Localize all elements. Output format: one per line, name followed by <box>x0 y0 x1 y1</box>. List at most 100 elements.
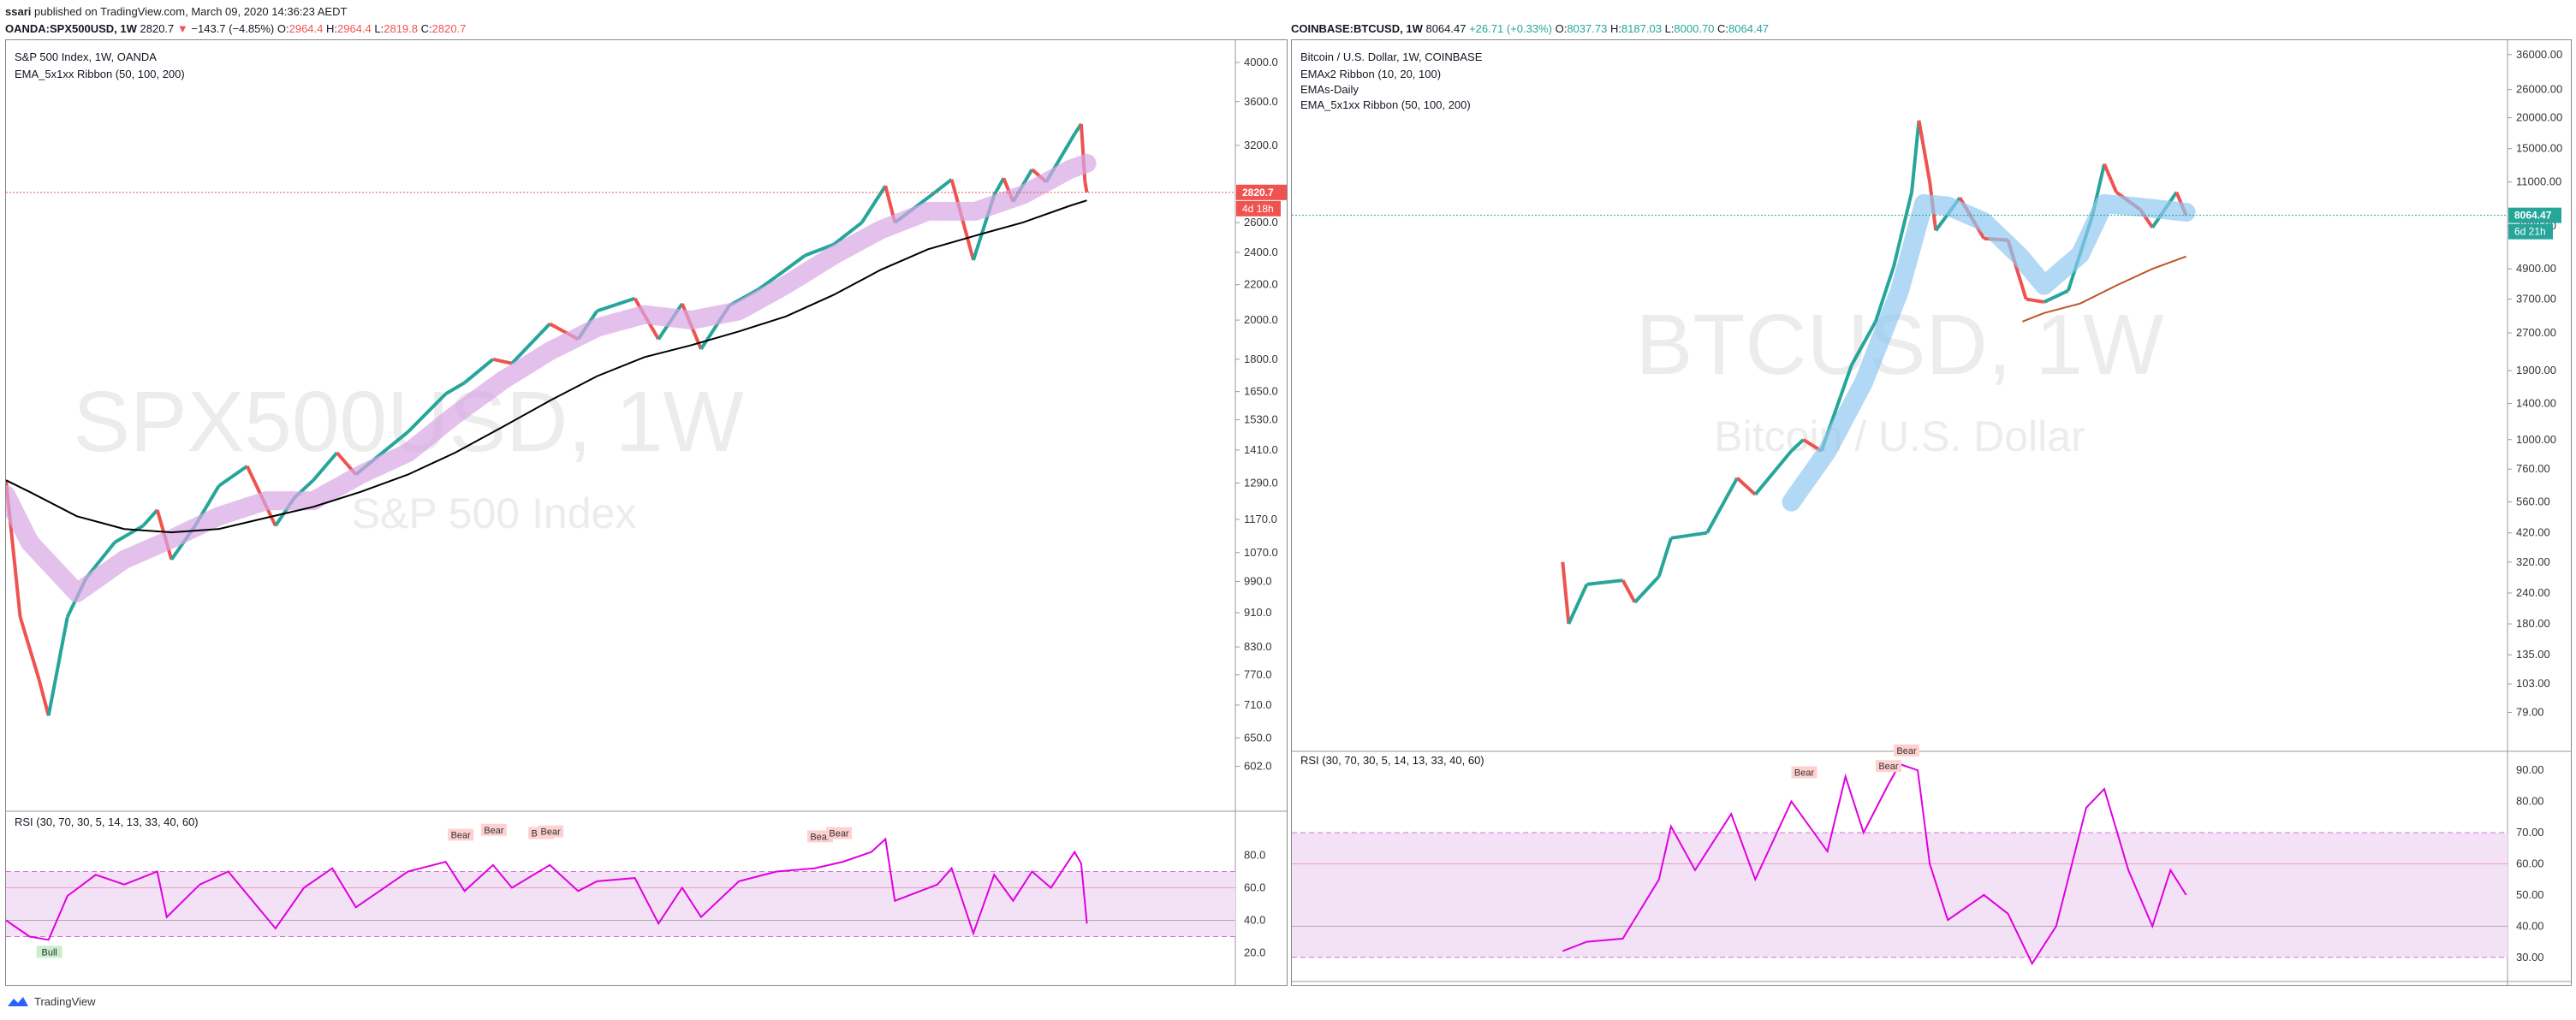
y-tick-label: 650.0 <box>1244 731 1272 744</box>
y-tick-label: 602.0 <box>1244 760 1272 773</box>
btc-chart-svg[interactable]: BTCUSD, 1W Bitcoin / U.S. Dollar Bitcoin… <box>1292 40 2571 985</box>
rsi-line <box>6 837 1088 941</box>
y-tick-label: 3600.0 <box>1244 95 1278 108</box>
c-label: C: <box>420 22 432 35</box>
y-tick-label: 990.0 <box>1244 575 1272 588</box>
price-segment <box>1753 449 1794 496</box>
y-tick-label: 2400.0 <box>1244 246 1278 258</box>
y-tick-label: 1650.0 <box>1244 385 1278 398</box>
price-segment <box>1633 575 1661 604</box>
left-rsi-label: RSI (30, 70, 30, 5, 14, 13, 33, 40, 60) <box>15 815 199 828</box>
price-segment <box>926 178 953 199</box>
y-tick-label: 1290.0 <box>1244 477 1278 489</box>
price-segment <box>1735 477 1757 496</box>
y-tick-label: 1900.00 <box>2516 364 2556 377</box>
price-segment <box>1670 531 1708 540</box>
price-segment <box>1567 584 1589 625</box>
left-watermark-sub: S&P 500 Index <box>352 489 637 537</box>
rsi-annotation: Bear <box>829 829 849 839</box>
y-tick-label: 103.00 <box>2516 677 2550 690</box>
rsi-tick-label: 80.0 <box>1244 849 1265 862</box>
y-tick-label: 1530.0 <box>1244 412 1278 425</box>
price-segment <box>1910 120 1921 193</box>
price-segment <box>463 358 495 384</box>
right-low: 8000.70 <box>1674 22 1715 35</box>
c-label: C: <box>1717 22 1729 35</box>
price-segment <box>1705 477 1739 534</box>
price-segment <box>1892 192 1914 268</box>
rsi-annotation: Bear <box>1896 746 1917 756</box>
price-segment <box>492 357 513 365</box>
y-tick-label: 560.00 <box>2516 495 2550 508</box>
left-change: −143.7 (−4.85%) <box>191 22 275 35</box>
ema-ribbon <box>1782 193 2196 512</box>
countdown-tag-bg <box>2508 223 2553 240</box>
countdown-tag: 4d 18h <box>1242 203 1274 215</box>
o-label: O: <box>277 22 289 35</box>
right-price: 8064.47 <box>1425 22 1466 35</box>
left-high: 2964.4 <box>337 22 372 35</box>
price-tag-bg <box>1236 184 1287 200</box>
publish-date: published on TradingView.com, March 09, … <box>34 5 348 18</box>
tradingview-footer[interactable]: TradingView <box>7 994 96 1008</box>
price-segment <box>312 451 339 482</box>
left-chart-panel[interactable]: SPX500USD, 1W S&P 500 Index S&P 500 Inde… <box>5 39 1288 986</box>
y-tick-label: 2600.0 <box>1244 216 1278 228</box>
h-label: H: <box>326 22 337 35</box>
y-tick-label: 1170.0 <box>1244 513 1277 525</box>
rsi-annotation: Bear <box>810 832 830 842</box>
price-segment <box>2043 288 2069 304</box>
countdown-tag-bg <box>1236 200 1281 216</box>
y-tick-label: 4000.0 <box>1244 56 1278 68</box>
spx-chart-svg[interactable]: SPX500USD, 1W S&P 500 Index S&P 500 Inde… <box>6 40 1287 985</box>
price-segment <box>1917 120 1932 183</box>
rsi-tick-label: 90.00 <box>2516 763 2544 776</box>
ema-line <box>2022 255 2186 323</box>
y-tick-label: 36000.00 <box>2516 48 2562 61</box>
y-tick-label: 1000.00 <box>2516 433 2556 446</box>
h-label: H: <box>1609 22 1621 35</box>
right-symbol: COINBASE:BTCUSD, 1W <box>1291 22 1423 35</box>
price-segment <box>18 616 41 680</box>
y-tick-label: 760.00 <box>2516 462 2550 475</box>
rsi-annotation-bg <box>1875 760 1901 773</box>
right-close: 8064.47 <box>1728 22 1770 35</box>
right-symbol-line: COINBASE:BTCUSD, 1W 8064.47 +26.71 (+0.3… <box>1291 22 1769 35</box>
price-segment <box>1790 438 1805 453</box>
right-indicator-1: EMAx2 Ribbon (10, 20, 100) <box>1300 68 1441 80</box>
y-tick-label: 15000.00 <box>2516 142 2562 155</box>
right-high: 8187.03 <box>1621 22 1662 35</box>
rsi-tick-label: 60.0 <box>1244 881 1265 894</box>
price-segment <box>510 323 551 365</box>
left-symbol-line: OANDA:SPX500USD, 1W 2820.7 ▼ −143.7 (−4.… <box>5 22 466 35</box>
rsi-tick-label: 50.00 <box>2516 888 2544 901</box>
price-segment <box>1873 266 1895 323</box>
price-segment <box>1586 578 1623 586</box>
y-tick-label: 710.0 <box>1244 698 1272 711</box>
y-tick-label: 180.00 <box>2516 617 2550 630</box>
right-chart-panel[interactable]: BTCUSD, 1W Bitcoin / U.S. Dollar Bitcoin… <box>1291 39 2572 986</box>
rsi-annotation: Bear <box>541 827 562 838</box>
right-watermark-sub: Bitcoin / U.S. Dollar <box>1714 412 2085 460</box>
tradingview-brand: TradingView <box>34 994 96 1008</box>
rsi-tick-label: 60.00 <box>2516 857 2544 870</box>
left-indicator-label: EMA_5x1xx Ribbon (50, 100, 200) <box>15 68 185 80</box>
right-rsi-label: RSI (30, 70, 30, 5, 14, 13, 33, 40, 60) <box>1300 754 1484 767</box>
y-tick-label: 240.00 <box>2516 586 2550 599</box>
last-price-tag: 8064.47 <box>2514 210 2552 222</box>
price-segment <box>217 465 248 488</box>
left-symbol: OANDA:SPX500USD, 1W <box>5 22 137 35</box>
last-price-tag: 2820.7 <box>1242 187 1274 199</box>
y-tick-label: 11000.00 <box>2516 175 2561 188</box>
author-name: ssari <box>5 5 32 18</box>
left-close: 2820.7 <box>431 22 467 35</box>
price-segment <box>776 253 806 278</box>
rsi-tick-label: 70.00 <box>2516 826 2544 839</box>
rsi-annotation-bg <box>1894 744 1920 756</box>
rsi-annotation: Bear <box>484 826 504 836</box>
price-segment <box>1850 320 1877 366</box>
left-low: 2819.8 <box>384 22 418 35</box>
rsi-annotation-bg <box>538 825 564 838</box>
tradingview-logo-icon <box>8 997 28 1006</box>
price-segment <box>757 275 778 292</box>
